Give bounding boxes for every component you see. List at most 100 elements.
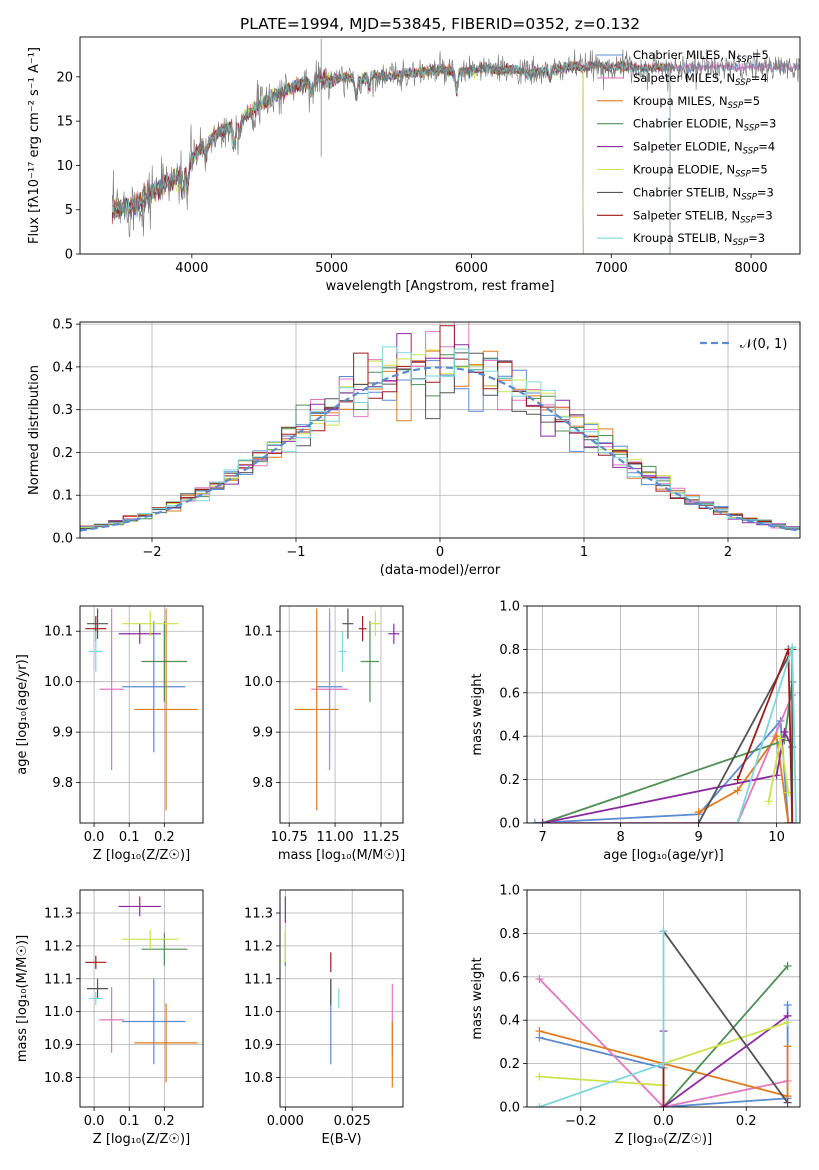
weight-marker	[764, 797, 773, 806]
y-axis-label: age [log₁₀(age/yr)]	[15, 654, 30, 775]
spectrum-panel: 4000 5000 6000 7000 8000 0 5 10 15 20 wavelength […	[27, 36, 801, 294]
residual-histogram	[80, 346, 800, 531]
weight-line	[542, 729, 793, 823]
age-vs-mass-panel: 10.75 11.00 11.25 9.8 9.9 10.0 10.1 mass [log₁₀…	[244, 605, 405, 863]
x-tick-label: 5000	[315, 261, 348, 276]
y-tick-label: 0.8	[499, 927, 520, 942]
x-axis-label: E(B-V)	[321, 1132, 361, 1147]
y-tick-label: 11.0	[44, 1005, 73, 1020]
x-tick-label: 0.025	[334, 1114, 371, 1129]
y-axis-label: Flux [fλ10⁻¹⁷ erg cm⁻² s⁻¹ A⁻¹]	[27, 47, 42, 244]
legend-entry: Chabrier MILES, NSSP=5	[633, 48, 769, 65]
y-tick-label: 11.0	[244, 1005, 273, 1020]
y-tick-label: 10.8	[44, 1071, 73, 1086]
legend-entry: 𝒩(0, 1)	[740, 337, 787, 352]
spectrum-observed-line	[111, 48, 800, 238]
x-tick-label: 10	[768, 830, 785, 845]
y-tick-label: 10.0	[244, 675, 273, 690]
x-tick-label: −2	[142, 545, 161, 560]
weight-marker	[733, 819, 742, 823]
weight-marker	[535, 1027, 544, 1036]
x-tick-label: −1	[286, 545, 305, 560]
weight-marker	[788, 643, 797, 652]
y-tick-label: 0.5	[52, 318, 73, 333]
axes-frame	[526, 605, 801, 824]
weight-marker	[784, 819, 793, 823]
x-tick-label: 10.75	[271, 830, 308, 845]
y-tick-label: 0.6	[499, 970, 520, 985]
weight-vs-metallicity-panel: −0.2 0.0 0.2 0.0 0.2 0.4 0.6 0.8 1.0 Z [log₁₀(Z/Z…	[470, 884, 801, 1147]
y-tick-label: 10.1	[44, 625, 73, 640]
weight-line	[698, 733, 790, 823]
axes-frame	[526, 889, 801, 1108]
y-tick-label: 0.3	[52, 403, 73, 418]
x-tick-label: 4000	[175, 261, 208, 276]
y-axis-label: Normed distribution	[27, 365, 42, 495]
weight-marker	[783, 1018, 792, 1027]
legend-entry: Chabrier ELODIE, NSSP=3	[633, 117, 776, 134]
x-tick-label: 0.000	[267, 1114, 304, 1129]
age-vs-metallicity-panel: 0.0 0.1 0.2 9.8 9.9 10.0 10.1 Z [log₁₀(Z/Z☉)] ag…	[15, 605, 204, 863]
x-axis-label: (data-model)/error	[380, 563, 501, 578]
legend-entry: Chabrier STELIB, NSSP=3	[633, 185, 774, 202]
y-tick-label: 11.1	[244, 972, 273, 987]
y-axis-label: mass [log₁₀(M/M☉)]	[15, 935, 30, 1062]
weight-marker	[535, 974, 544, 983]
x-tick-label: 0.1	[119, 830, 140, 845]
mass-vs-extinction-panel: 0.000 0.025 10.8 10.9 11.0 11.1 11.2 11.3 E(B-V)	[244, 889, 404, 1147]
x-tick-label: 0.2	[736, 1114, 757, 1129]
legend-entry: Kroupa ELODIE, NSSP=5	[633, 163, 768, 180]
x-tick-label: 8	[616, 830, 624, 845]
x-axis-label: mass [log₁₀(M/M☉)]	[278, 848, 405, 863]
axes-frame	[279, 889, 404, 1108]
x-tick-label: 0.0	[84, 830, 105, 845]
y-tick-label: 0	[65, 248, 73, 263]
y-tick-label: 0.1	[52, 489, 73, 504]
weight-marker	[530, 819, 539, 823]
legend-entry: Kroupa MILES, NSSP=5	[633, 94, 760, 111]
y-tick-label: 0.2	[499, 1057, 520, 1072]
x-tick-label: 8000	[735, 261, 768, 276]
x-tick-label: 0	[436, 545, 444, 560]
weight-marker	[694, 808, 703, 817]
weight-marker	[659, 1059, 668, 1068]
y-tick-label: 0.4	[499, 1014, 520, 1029]
y-tick-label: 0.4	[499, 730, 520, 745]
weight-marker	[538, 819, 547, 823]
weight-marker	[535, 1103, 544, 1107]
x-axis-label: Z [log₁₀(Z/Z☉)]	[93, 848, 190, 863]
weight-marker	[733, 775, 742, 784]
x-tick-label: 0.0	[84, 1114, 105, 1129]
x-tick-label: 11.25	[362, 830, 399, 845]
y-tick-label: 0.0	[52, 532, 73, 547]
y-tick-label: 10.8	[244, 1071, 273, 1086]
y-tick-label: 9.9	[52, 726, 73, 741]
y-tick-label: 11.3	[44, 907, 73, 922]
residual-histogram	[80, 325, 800, 530]
weight-marker	[659, 1103, 668, 1107]
y-tick-label: 9.8	[52, 776, 73, 791]
y-tick-label: 0.6	[499, 686, 520, 701]
weight-marker	[535, 1072, 544, 1081]
normal-curve	[80, 366, 800, 532]
weight-marker	[733, 786, 742, 795]
weight-marker	[783, 1001, 792, 1010]
weight-marker	[776, 734, 785, 743]
figure-title: PLATE=1994, MJD=53845, FIBERID=0352, z=0…	[240, 15, 640, 33]
axes-frame	[79, 889, 204, 1108]
legend-entry: Salpeter STELIB, NSSP=3	[633, 208, 773, 225]
legend-entry: Kroupa STELIB, NSSP=3	[633, 231, 765, 248]
weight-marker	[783, 961, 792, 970]
y-axis-label: mass weight	[470, 673, 485, 755]
axes-frame	[79, 36, 801, 255]
y-tick-label: 10.0	[44, 675, 73, 690]
weight-line	[534, 718, 790, 823]
x-tick-label: 0.2	[154, 1114, 175, 1129]
x-tick-label: 6000	[455, 261, 488, 276]
weight-vs-age-panel: 7 8 9 10 0.0 0.2 0.4 0.6 0.8 1.0 age [log₁₀(age/yr…	[470, 600, 801, 863]
residuals-panel: −2 −1 0 1 2 0.0 0.1 0.2 0.3 0.4 0.5 (data-model)/er…	[27, 318, 801, 578]
x-tick-label: 0.1	[119, 1114, 140, 1129]
legend-entry: Salpeter ELODIE, NSSP=4	[633, 140, 775, 157]
y-tick-label: 0.0	[499, 817, 520, 832]
y-tick-label: 0.0	[499, 1101, 520, 1116]
